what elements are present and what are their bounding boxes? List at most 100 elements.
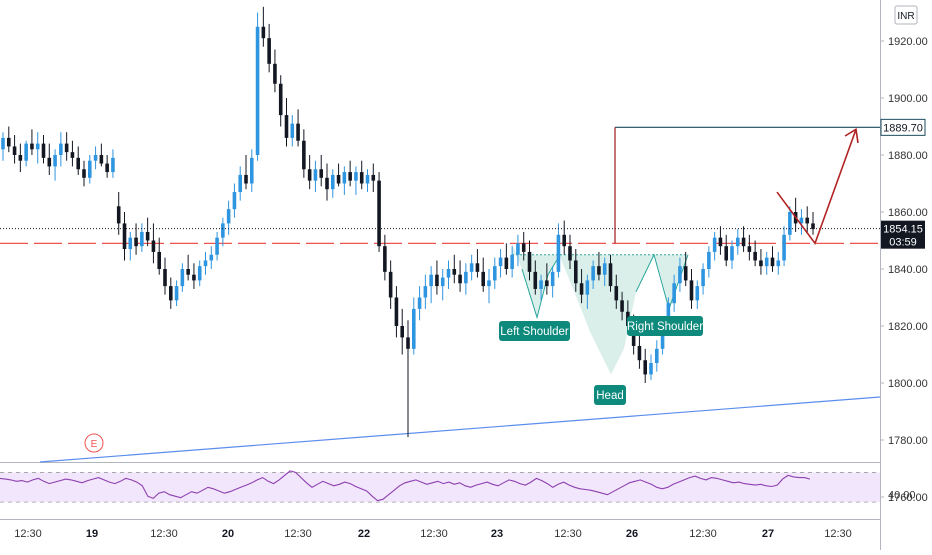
- price-tick-label: 1780.00: [888, 435, 928, 447]
- countdown-text: 03:59: [889, 237, 917, 249]
- rsi-guides: [0, 472, 880, 503]
- candle: [782, 226, 786, 267]
- candle: [475, 249, 480, 278]
- candle: [406, 320, 410, 438]
- candle: [232, 183, 237, 218]
- time-tick-label: 19: [86, 528, 98, 540]
- candle: [388, 260, 393, 309]
- candles: [1, 6, 815, 438]
- candle: [591, 260, 595, 289]
- candle: [24, 140, 28, 167]
- candle: [128, 231, 133, 261]
- left-shoulder-label[interactable]: Left Shoulder: [499, 321, 570, 341]
- price-pane[interactable]: [0, 0, 880, 462]
- candle: [145, 217, 150, 247]
- left-shoulder-lines[interactable]: [521, 254, 561, 320]
- candle: [573, 249, 578, 292]
- candle: [649, 354, 653, 381]
- candle: [759, 249, 763, 275]
- candle: [672, 274, 676, 312]
- projection-path[interactable]: [776, 129, 857, 246]
- candle: [116, 192, 121, 235]
- right-shoulder-text: Right Shoulder: [627, 321, 703, 333]
- candle: [87, 155, 92, 184]
- price-tick-label: 1880.00: [888, 150, 928, 162]
- candle: [140, 223, 144, 252]
- candle: [678, 257, 682, 292]
- candle: [527, 240, 532, 281]
- candle: [469, 254, 474, 281]
- left-shoulder-text: Left Shoulder: [500, 326, 569, 338]
- last-price-label: 1854.15 03:59: [881, 220, 925, 249]
- candle: [18, 143, 23, 173]
- candle: [76, 146, 81, 175]
- candle: [568, 234, 572, 269]
- candle: [562, 220, 567, 255]
- candle: [383, 234, 387, 281]
- candle: [464, 263, 468, 295]
- head-text: Head: [596, 390, 624, 402]
- candle: [730, 240, 734, 269]
- candle: [348, 160, 352, 187]
- rsi-axis[interactable]: 40.00: [888, 490, 916, 502]
- candle: [608, 254, 613, 292]
- candle: [429, 266, 433, 304]
- time-axis[interactable]: 12:30 19 12:30 20 12:30 22 12:30 23 12:30 26 12:30…: [14, 528, 852, 540]
- candle: [325, 163, 329, 201]
- candle: [683, 251, 688, 287]
- candle: [643, 348, 648, 383]
- candle: [302, 129, 306, 178]
- target-price-label: 1889.70: [880, 118, 926, 136]
- candle: [695, 280, 700, 309]
- candle: [255, 12, 260, 161]
- candle: [458, 260, 462, 292]
- candle: [602, 257, 607, 287]
- candle: [654, 340, 659, 372]
- candle: [313, 160, 318, 193]
- price-tick-label: 1900.00: [888, 93, 928, 105]
- candle: [579, 269, 584, 304]
- time-tick-label: 12:30: [14, 528, 42, 540]
- candle: [788, 206, 792, 241]
- candle: [400, 308, 405, 355]
- candle: [735, 229, 740, 255]
- candle: [545, 263, 549, 295]
- earnings-marker-text: E: [91, 439, 98, 450]
- target-price-text: 1889.70: [883, 122, 923, 134]
- candle: [371, 163, 376, 193]
- support-trendline[interactable]: [39, 396, 881, 463]
- right-shoulder-label[interactable]: Right Shoulder: [627, 316, 703, 336]
- price-tick-label: 1860.00: [888, 207, 928, 219]
- head-shoulders-area[interactable]: [512, 243, 688, 375]
- candle: [724, 234, 729, 267]
- time-tick-label: 12:30: [420, 528, 448, 540]
- candle: [498, 249, 503, 278]
- candle: [238, 166, 243, 201]
- candle: [394, 286, 399, 338]
- time-tick-label: 12:30: [284, 528, 312, 540]
- price-tick-label: 1800.00: [888, 378, 928, 390]
- candle: [701, 263, 705, 295]
- price-axis[interactable]: 1920.00 1900.00 1880.00 1860.00 1840.00 1820.…: [880, 36, 928, 504]
- earnings-marker[interactable]: E: [84, 433, 104, 453]
- currency-text: INR: [897, 11, 914, 22]
- candle: [99, 143, 104, 167]
- candle: [197, 260, 202, 287]
- candle: [203, 251, 208, 275]
- candle: [157, 237, 162, 275]
- time-tick-label: 20: [222, 528, 234, 540]
- candle: [192, 263, 196, 289]
- candle: [423, 274, 428, 309]
- candle: [174, 280, 179, 307]
- head-label[interactable]: Head: [594, 385, 626, 405]
- currency-badge[interactable]: INR: [894, 5, 918, 25]
- candle: [377, 172, 381, 252]
- candle: [811, 212, 815, 235]
- candle: [336, 163, 341, 187]
- candle: [354, 166, 358, 195]
- candle: [296, 109, 300, 147]
- candle: [504, 243, 509, 275]
- projection-arrowhead[interactable]: [844, 128, 859, 144]
